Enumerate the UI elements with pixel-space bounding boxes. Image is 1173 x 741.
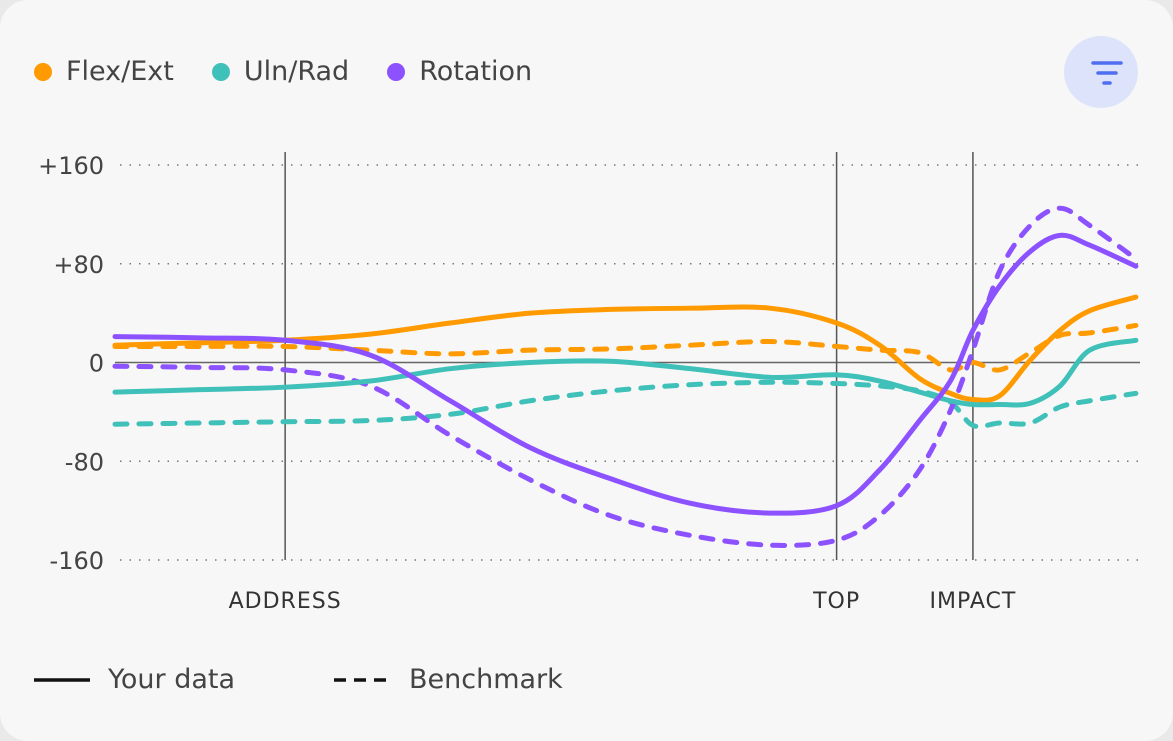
solid-line-icon (34, 677, 90, 682)
y-tick-label: -80 (65, 448, 104, 476)
y-tick-label: -160 (50, 547, 104, 575)
event-label: IMPACT (930, 589, 1017, 614)
legend-label: Flex/Ext (66, 56, 174, 87)
legend-item-uln-rad[interactable]: Uln/Rad (211, 56, 350, 87)
series-legend: Flex/Ext Uln/Rad Rotation (34, 56, 570, 87)
dashed-line-icon (334, 677, 392, 682)
filter-button[interactable] (1064, 36, 1138, 108)
series-line-uln-rad-your-data (112, 337, 1139, 408)
y-tick-label: +80 (53, 251, 104, 279)
legend-label: Rotation (419, 56, 533, 87)
legend-item-rotation[interactable]: Rotation (387, 56, 532, 87)
y-tick-label: +160 (38, 152, 104, 180)
legend-dot (211, 62, 230, 81)
series-line-uln-rad-benchmark (112, 379, 1139, 430)
legend-dot (34, 62, 52, 81)
series-line-rotation-benchmark (112, 205, 1139, 548)
legend-item-your-data: Your data (34, 664, 235, 695)
legend-label: Benchmark (409, 664, 563, 695)
filter-icon (1091, 61, 1123, 85)
y-tick-label: 0 (89, 350, 104, 378)
legend-item-flex-ext[interactable]: Flex/Ext (34, 56, 174, 87)
legend-dot (387, 62, 406, 81)
legend-item-benchmark: Benchmark (334, 664, 563, 695)
event-label: TOP (812, 589, 860, 614)
series-line-rotation-your-data (112, 232, 1139, 516)
series-line-flex-ext-your-data (112, 294, 1139, 403)
legend-label: Your data (108, 664, 236, 695)
legend-label: Uln/Rad (243, 56, 350, 87)
event-label: ADDRESS (229, 589, 342, 614)
